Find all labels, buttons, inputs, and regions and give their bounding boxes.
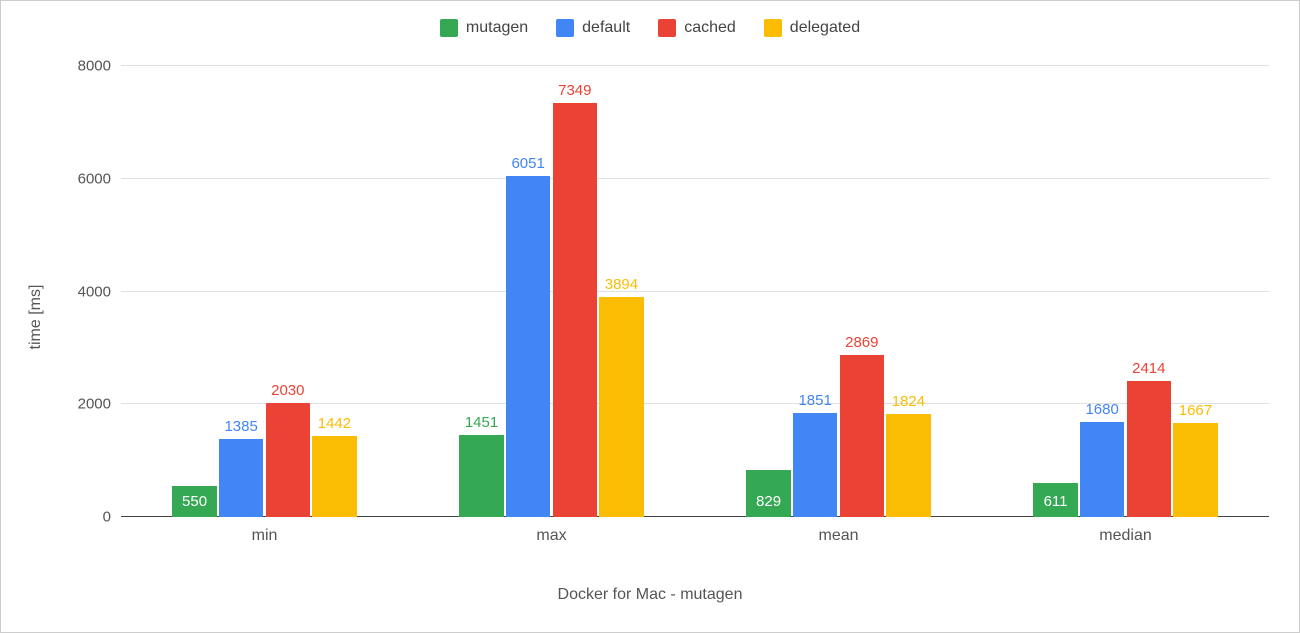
- bar-value-label: 2869: [845, 334, 878, 355]
- legend-swatch: [764, 19, 782, 37]
- bar-value-label: 550: [178, 492, 211, 511]
- bar-mutagen-median: 611: [1033, 483, 1077, 517]
- bar-value-label: 2030: [271, 382, 304, 403]
- bar-value-label: 1680: [1085, 401, 1118, 422]
- bar-value-label: 1451: [465, 414, 498, 435]
- legend-item-default: default: [556, 19, 630, 37]
- y-tick-label: 0: [103, 509, 121, 526]
- bar-cached-median: 2414: [1127, 381, 1171, 517]
- bar-value-label: 6051: [511, 155, 544, 176]
- y-tick-label: 6000: [78, 170, 121, 187]
- y-tick-label: 8000: [78, 58, 121, 75]
- bar-default-median: 1680: [1080, 422, 1124, 517]
- y-axis-title: time [ms]: [27, 284, 45, 349]
- bar-delegated-mean: 1824: [886, 414, 930, 517]
- bar-value-label: 1667: [1179, 402, 1212, 423]
- y-tick-label: 2000: [78, 396, 121, 413]
- x-category-label: mean: [818, 517, 858, 545]
- bar-value-label: 1385: [224, 418, 257, 439]
- gridline: [121, 178, 1269, 179]
- legend: mutagen default cached delegated: [1, 19, 1299, 37]
- gridline: [121, 65, 1269, 66]
- legend-swatch: [556, 19, 574, 37]
- bar-default-min: 1385: [219, 439, 263, 517]
- bar-value-label: 1824: [892, 393, 925, 414]
- bar-delegated-min: 1442: [312, 436, 356, 517]
- chart-container: mutagendefaultcacheddelegated time [ms] …: [0, 0, 1300, 633]
- bar-default-max: 6051: [506, 176, 550, 517]
- bar-delegated-median: 1667: [1173, 423, 1217, 517]
- legend-label: delegated: [790, 19, 860, 37]
- bar-cached-mean: 2869: [840, 355, 884, 517]
- legend-label: cached: [684, 19, 736, 37]
- legend-label: mutagen: [466, 19, 528, 37]
- legend-swatch: [658, 19, 676, 37]
- y-tick-label: 4000: [78, 283, 121, 300]
- bar-value-label: 2414: [1132, 360, 1165, 381]
- legend-item-mutagen: mutagen: [440, 19, 528, 37]
- bar-value-label: 1851: [798, 392, 831, 413]
- bar-cached-max: 7349: [553, 103, 597, 517]
- bar-cached-min: 2030: [266, 403, 310, 517]
- gridline: [121, 291, 1269, 292]
- bar-delegated-max: 3894: [599, 297, 643, 517]
- bar-mutagen-min: 550: [172, 486, 216, 517]
- x-category-label: max: [536, 517, 566, 545]
- legend-label: default: [582, 19, 630, 37]
- x-category-label: min: [252, 517, 278, 545]
- legend-item-cached: cached: [658, 19, 736, 37]
- legend-item-delegated: delegated: [764, 19, 860, 37]
- bar-value-label: 7349: [558, 82, 591, 103]
- bar-mutagen-mean: 829: [746, 470, 790, 517]
- x-category-label: median: [1099, 517, 1151, 545]
- bar-value-label: 3894: [605, 276, 638, 297]
- bar-value-label: 611: [1040, 492, 1072, 511]
- bar-value-label: 1442: [318, 415, 351, 436]
- bar-value-label: 829: [752, 492, 785, 511]
- x-axis-title: Docker for Mac - mutagen: [1, 586, 1299, 604]
- bar-default-mean: 1851: [793, 413, 837, 517]
- bar-mutagen-max: 1451: [459, 435, 503, 517]
- plot-area: 02000400060008000min550138520301442max14…: [121, 66, 1269, 517]
- legend-swatch: [440, 19, 458, 37]
